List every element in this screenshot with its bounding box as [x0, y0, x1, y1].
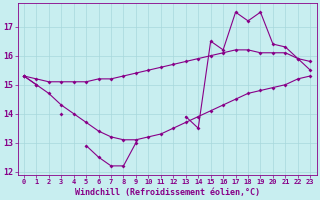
X-axis label: Windchill (Refroidissement éolien,°C): Windchill (Refroidissement éolien,°C) [75, 188, 260, 197]
